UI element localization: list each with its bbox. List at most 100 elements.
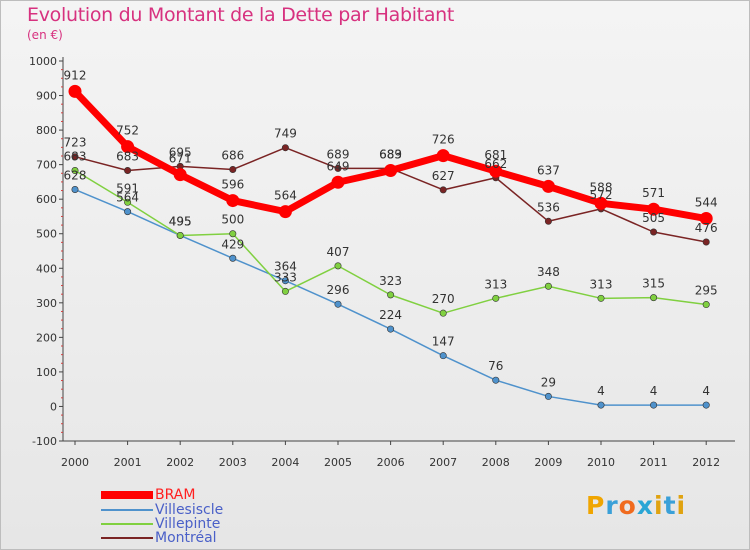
data-point bbox=[439, 352, 447, 360]
x-tick-label: 2004 bbox=[271, 456, 299, 469]
data-label: 689 bbox=[379, 147, 402, 161]
x-tick-label: 2010 bbox=[587, 456, 615, 469]
data-point bbox=[71, 153, 79, 161]
data-label: 348 bbox=[537, 265, 560, 279]
data-point bbox=[229, 230, 237, 238]
data-label: 315 bbox=[642, 277, 665, 291]
data-point bbox=[492, 376, 500, 384]
data-point bbox=[544, 217, 552, 225]
data-point bbox=[278, 205, 292, 219]
x-tick-label: 2008 bbox=[482, 456, 510, 469]
data-label: 4 bbox=[650, 384, 658, 398]
data-point bbox=[229, 254, 237, 262]
data-point bbox=[489, 164, 503, 178]
x-tick-label: 2003 bbox=[219, 456, 247, 469]
data-label: 76 bbox=[488, 359, 503, 373]
x-tick-label: 2000 bbox=[61, 456, 89, 469]
data-point bbox=[650, 294, 658, 302]
chart-title: Evolution du Montant de la Dette par Hab… bbox=[27, 4, 455, 26]
data-label: 407 bbox=[327, 245, 350, 259]
y-tick-label: 800 bbox=[36, 124, 57, 137]
data-label: 544 bbox=[695, 196, 718, 210]
data-point bbox=[68, 84, 82, 98]
data-label: 683 bbox=[379, 148, 402, 162]
series-bram bbox=[68, 84, 713, 226]
data-point bbox=[702, 301, 710, 309]
data-point bbox=[334, 164, 342, 172]
y-tick-label: 500 bbox=[36, 228, 57, 241]
legend-swatch bbox=[101, 537, 153, 539]
data-point bbox=[124, 167, 132, 175]
data-point bbox=[387, 325, 395, 333]
series-layer bbox=[68, 84, 713, 409]
data-label: 495 bbox=[169, 214, 192, 228]
data-point bbox=[492, 294, 500, 302]
legend-label: Montréal bbox=[155, 530, 217, 546]
data-point bbox=[384, 164, 398, 178]
legend-item: Montréal bbox=[101, 531, 217, 545]
x-tick-label: 2001 bbox=[114, 456, 142, 469]
proxiti-logo: Proxiti bbox=[586, 491, 686, 520]
data-label: 752 bbox=[116, 124, 139, 138]
y-tick-label: 100 bbox=[36, 366, 57, 379]
data-label: 912 bbox=[64, 68, 87, 82]
y-tick-label: 600 bbox=[36, 193, 57, 206]
data-label: 313 bbox=[484, 277, 507, 291]
data-point bbox=[544, 282, 552, 290]
data-point bbox=[176, 231, 184, 239]
data-label: 572 bbox=[590, 188, 613, 202]
data-label: 671 bbox=[169, 152, 192, 166]
data-point bbox=[124, 198, 132, 206]
y-tick-label: 200 bbox=[36, 331, 57, 344]
legend-label: BRAM bbox=[155, 487, 196, 503]
data-point bbox=[71, 167, 79, 175]
legend-item: BRAM bbox=[101, 488, 195, 502]
data-label: 296 bbox=[327, 283, 350, 297]
data-label: 695 bbox=[169, 145, 192, 159]
y-tick-label: 0 bbox=[50, 400, 57, 413]
data-label: 649 bbox=[327, 159, 350, 173]
legend-swatch bbox=[101, 509, 153, 511]
data-label: 681 bbox=[484, 148, 507, 162]
data-point bbox=[544, 392, 552, 400]
legend-swatch bbox=[101, 523, 153, 525]
data-point bbox=[281, 287, 289, 295]
data-label: 591 bbox=[116, 181, 139, 195]
data-label: 333 bbox=[274, 270, 297, 284]
data-point bbox=[439, 186, 447, 194]
data-label: 628 bbox=[64, 169, 87, 183]
legend-item: Villesiscle bbox=[101, 503, 223, 517]
y-tick-label: 300 bbox=[36, 297, 57, 310]
data-point bbox=[699, 212, 713, 226]
data-point bbox=[541, 179, 555, 193]
data-label: 683 bbox=[116, 150, 139, 164]
data-label: 536 bbox=[537, 200, 560, 214]
data-point bbox=[124, 208, 132, 216]
axes: -100 0 100 200 300 400 500 600 700 800 900 1000 2000… bbox=[29, 55, 735, 469]
data-label: 588 bbox=[590, 180, 613, 194]
data-point bbox=[702, 238, 710, 246]
x-tick-label: 2005 bbox=[324, 456, 352, 469]
data-label: 323 bbox=[379, 274, 402, 288]
data-point bbox=[281, 144, 289, 152]
y-tick-label: 900 bbox=[36, 90, 57, 103]
x-tick-label: 2002 bbox=[166, 456, 194, 469]
data-label: 596 bbox=[221, 178, 244, 192]
data-label: 686 bbox=[221, 148, 244, 162]
data-label: 364 bbox=[274, 260, 297, 274]
x-tick-label: 2006 bbox=[377, 456, 405, 469]
series-villepinte bbox=[71, 167, 710, 317]
data-point bbox=[439, 309, 447, 317]
x-tick-label: 2009 bbox=[534, 456, 562, 469]
logo-letter: r bbox=[605, 491, 619, 520]
data-point bbox=[173, 168, 187, 182]
logo-letter: P bbox=[586, 491, 606, 520]
data-label: 662 bbox=[484, 157, 507, 171]
data-label: 726 bbox=[432, 133, 455, 147]
data-point bbox=[334, 262, 342, 270]
data-point bbox=[71, 186, 79, 194]
data-point bbox=[281, 277, 289, 285]
logo-letter: x bbox=[636, 491, 654, 520]
data-point bbox=[650, 228, 658, 236]
